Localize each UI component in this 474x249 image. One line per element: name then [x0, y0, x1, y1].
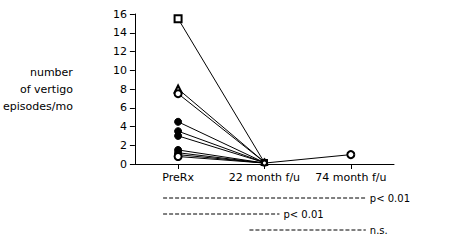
svg-text:10: 10	[113, 64, 127, 77]
svg-text:14: 14	[113, 26, 127, 39]
svg-text:number: number	[30, 66, 73, 79]
svg-text:12: 12	[113, 45, 127, 58]
svg-text:n.s.: n.s.	[370, 225, 388, 236]
svg-text:74 month f/u: 74 month f/u	[315, 171, 386, 184]
svg-text:6: 6	[120, 101, 127, 114]
svg-text:p< 0.01: p< 0.01	[370, 193, 410, 204]
svg-text:PreRx: PreRx	[162, 171, 194, 184]
svg-text:0: 0	[120, 158, 127, 171]
svg-text:p< 0.01: p< 0.01	[283, 209, 323, 220]
svg-text:8: 8	[120, 83, 127, 96]
svg-text:2: 2	[120, 139, 127, 152]
svg-text:episodes/mo: episodes/mo	[3, 100, 73, 113]
svg-text:of vertigo: of vertigo	[20, 83, 73, 96]
svg-text:22 month f/u: 22 month f/u	[229, 171, 300, 184]
svg-text:4: 4	[120, 120, 127, 133]
svg-text:16: 16	[113, 8, 127, 21]
